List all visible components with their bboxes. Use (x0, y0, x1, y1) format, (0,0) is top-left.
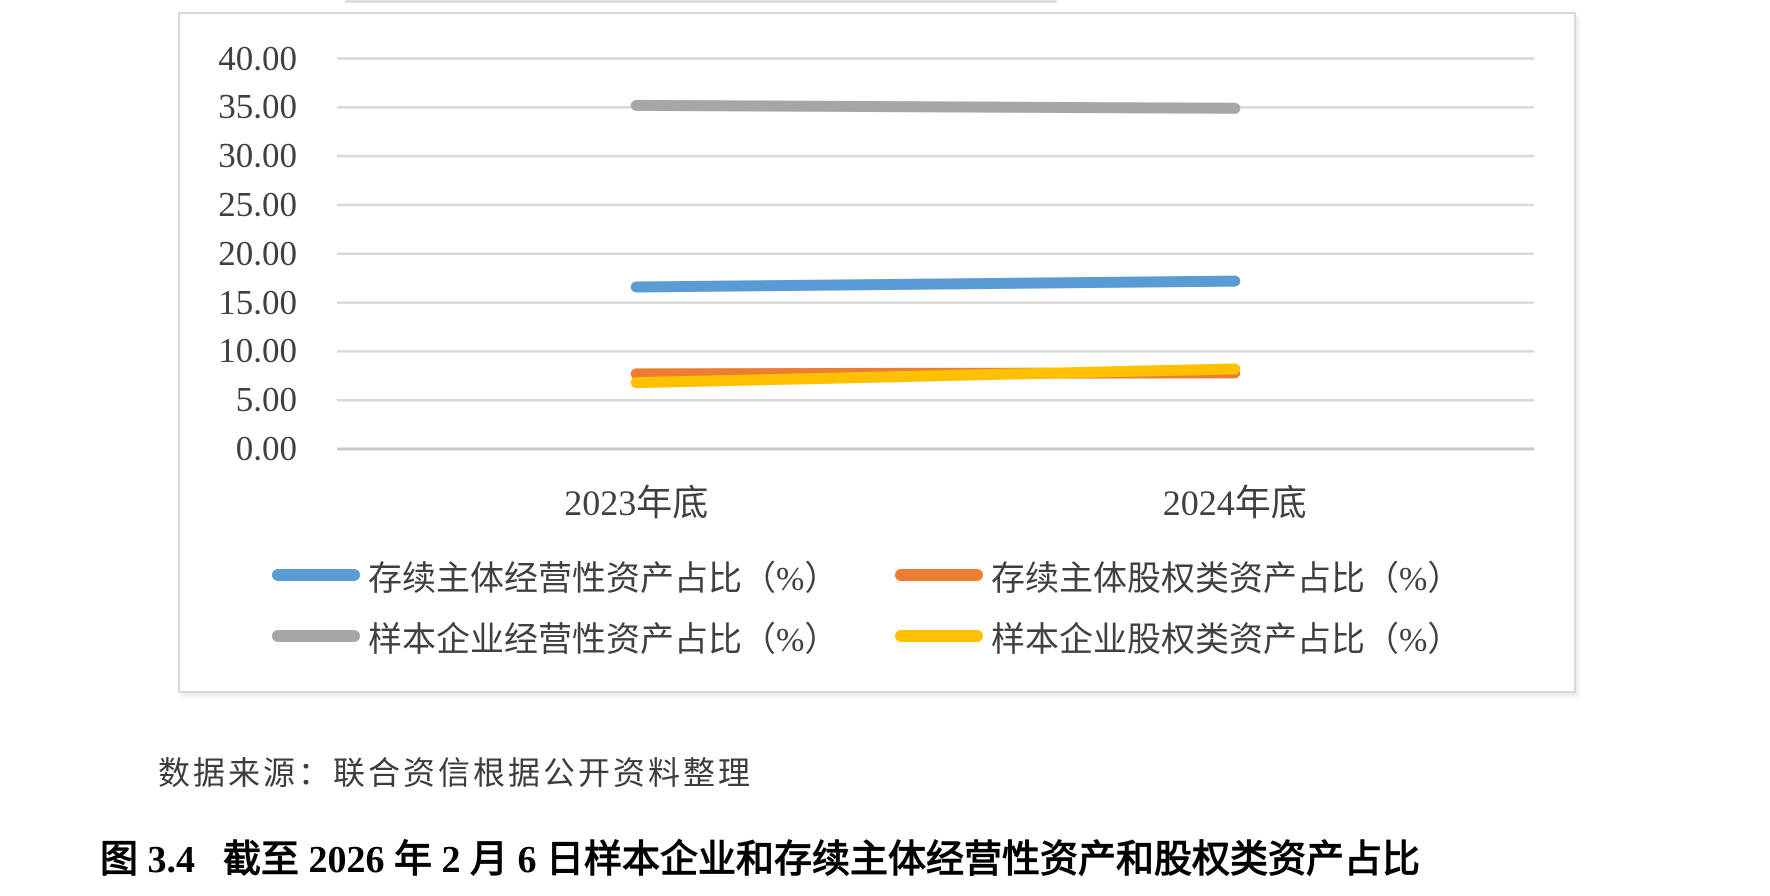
legend-item: 样本企业经营性资产占比（%） (272, 614, 839, 659)
y-axis-tick-label: 0.00 (235, 429, 297, 468)
legend-label: 存续主体经营性资产占比（%） (368, 560, 839, 598)
legend-swatch (895, 569, 983, 581)
source-note: 数据来源：联合资信根据公开资料整理 (158, 755, 754, 791)
series-line (630, 363, 1241, 389)
series-line (630, 275, 1241, 293)
page-top-artifact-line (345, 0, 1057, 3)
x-axis-tick-label: 2023年底 (564, 483, 709, 523)
figure-caption: 图 3.4 截至 2026 年 2 月 6 日样本企业和存续主体经营性资产和股权类… (100, 828, 1420, 883)
legend-label: 样本企业经营性资产占比（%） (368, 621, 839, 659)
plot-area (337, 57, 1534, 451)
legend-item: 存续主体经营性资产占比（%） (272, 553, 839, 598)
y-axis-tick-label: 25.00 (218, 184, 297, 224)
y-axis-tick-label: 5.00 (235, 380, 297, 420)
legend-swatch (272, 569, 360, 581)
legend-label: 存续主体股权类资产占比（%） (991, 560, 1462, 598)
y-axis-tick-label: 10.00 (218, 331, 297, 371)
y-axis-tick-label: 15.00 (218, 282, 297, 322)
y-axis-tick-label: 35.00 (218, 87, 297, 127)
y-axis-tick-label: 40.00 (218, 38, 297, 78)
series-line (630, 99, 1241, 114)
x-axis-tick-label: 2024年底 (1162, 483, 1307, 523)
legend-swatch (272, 630, 360, 642)
legend-item: 样本企业股权类资产占比（%） (895, 614, 1462, 659)
caption-text: 截至 2026 年 2 月 6 日样本企业和存续主体经营性资产和股权类资产占比 (223, 839, 1421, 881)
legend-label: 样本企业股权类资产占比（%） (991, 621, 1462, 659)
chart-frame: 0.00 5.00 10.00 15.00 20.00 25.00 30.00 35.00 40… (178, 12, 1576, 693)
legend-item: 存续主体股权类资产占比（%） (895, 553, 1462, 598)
legend-swatch (895, 630, 983, 642)
y-axis-tick-label: 20.00 (218, 233, 297, 273)
caption-label: 图 3.4 (100, 839, 196, 881)
y-axis-tick-label: 30.00 (218, 136, 297, 176)
